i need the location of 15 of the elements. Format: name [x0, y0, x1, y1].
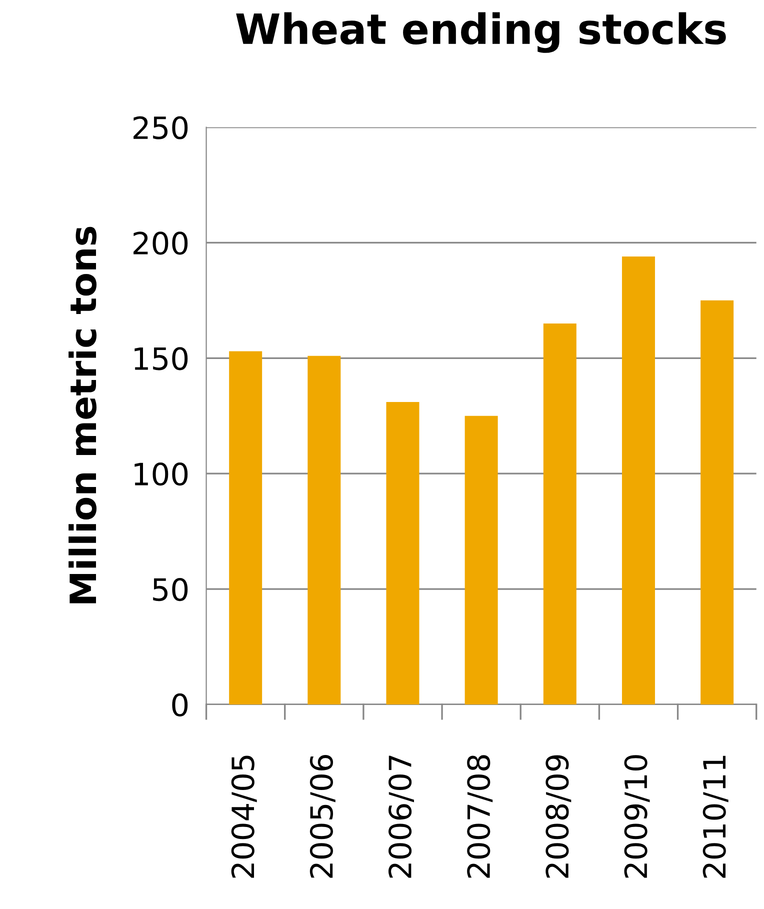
x-tick-label: 2009/10: [624, 755, 650, 878]
y-axis-title: Million metric tons: [68, 226, 97, 604]
x-tick-label: 2005/06: [310, 755, 336, 878]
x-tick-label: 2007/08: [467, 755, 493, 878]
y-tick-label: 50: [153, 578, 188, 602]
x-tick-label: 2010/11: [702, 756, 728, 878]
y-tick-label: 100: [134, 462, 188, 486]
y-tick-label: 150: [134, 347, 188, 370]
x-tick-label: 2008/09: [546, 755, 572, 878]
y-tick-label: 250: [134, 116, 188, 140]
y-tick-label: 200: [134, 232, 188, 255]
x-tick-label: 2006/07: [388, 756, 414, 878]
chart-title: Wheat ending stocks: [236, 12, 726, 53]
y-tick-label: 0: [172, 693, 188, 717]
x-tick-label: 2004/05: [231, 756, 257, 878]
